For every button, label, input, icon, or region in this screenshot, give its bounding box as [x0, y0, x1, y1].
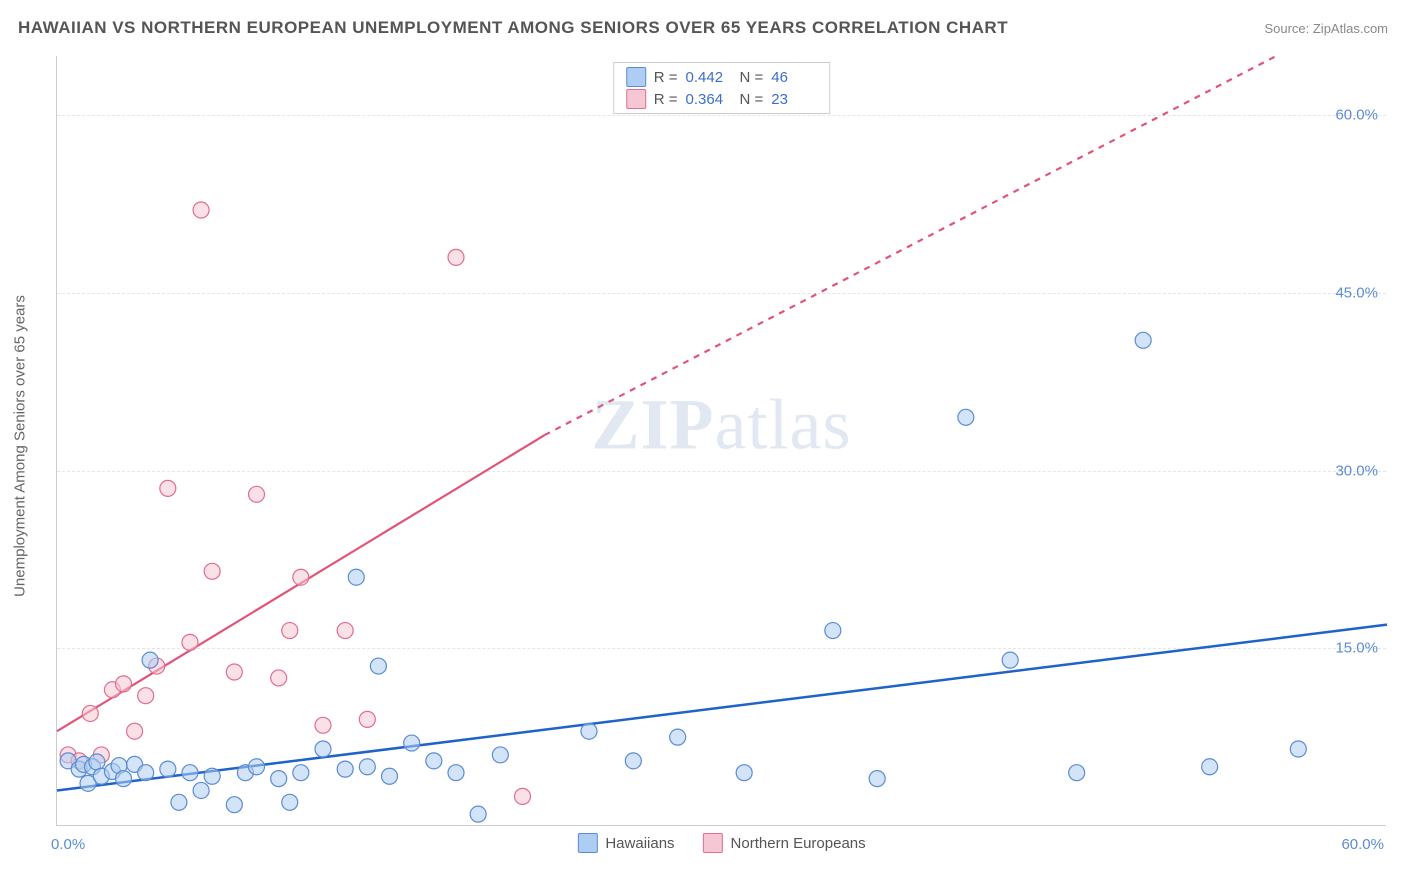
data-point — [625, 753, 641, 769]
data-point — [116, 676, 132, 692]
data-point — [182, 765, 198, 781]
data-point — [171, 794, 187, 810]
data-point — [271, 771, 287, 787]
data-point — [869, 771, 885, 787]
x-tick-min: 0.0% — [51, 836, 85, 853]
data-point — [426, 753, 442, 769]
x-tick-max: 60.0% — [1341, 836, 1384, 853]
scatter-plot — [57, 56, 1386, 825]
data-point — [193, 782, 209, 798]
data-point — [382, 768, 398, 784]
data-point — [958, 409, 974, 425]
y-axis-label: Unemployment Among Seniors over 65 years — [12, 295, 29, 597]
data-point — [271, 670, 287, 686]
data-point — [89, 754, 105, 770]
data-point — [204, 768, 220, 784]
data-point — [736, 765, 752, 781]
data-point — [282, 794, 298, 810]
data-point — [116, 771, 132, 787]
swatch-icon — [626, 89, 646, 109]
data-point — [492, 747, 508, 763]
data-point — [404, 735, 420, 751]
data-point — [470, 806, 486, 822]
data-point — [515, 788, 531, 804]
data-point — [337, 761, 353, 777]
data-point — [249, 486, 265, 502]
data-point — [138, 765, 154, 781]
swatch-icon — [703, 833, 723, 853]
source-credit: Source: ZipAtlas.com — [1264, 21, 1388, 36]
data-point — [448, 765, 464, 781]
data-point — [182, 634, 198, 650]
data-point — [825, 623, 841, 639]
swatch-icon — [577, 833, 597, 853]
data-point — [581, 723, 597, 739]
data-point — [160, 761, 176, 777]
data-point — [127, 723, 143, 739]
data-point — [282, 623, 298, 639]
data-point — [315, 717, 331, 733]
data-point — [448, 249, 464, 265]
data-point — [249, 759, 265, 775]
legend-row-northern-europeans: R = 0.364 N = 23 — [626, 89, 818, 109]
legend-row-hawaiians: R = 0.442 N = 46 — [626, 67, 818, 87]
data-point — [348, 569, 364, 585]
data-point — [138, 688, 154, 704]
data-point — [1135, 332, 1151, 348]
series-legend: Hawaiians Northern Europeans — [577, 833, 865, 853]
data-point — [359, 759, 375, 775]
data-point — [204, 563, 220, 579]
data-point — [193, 202, 209, 218]
plot-area: 15.0%30.0%45.0%60.0% ZIPatlas R = 0.442 … — [56, 56, 1386, 826]
data-point — [293, 765, 309, 781]
legend-item-northern-europeans: Northern Europeans — [703, 833, 866, 853]
data-point — [670, 729, 686, 745]
legend-item-hawaiians: Hawaiians — [577, 833, 674, 853]
data-point — [82, 705, 98, 721]
data-point — [1202, 759, 1218, 775]
chart-title: HAWAIIAN VS NORTHERN EUROPEAN UNEMPLOYME… — [18, 18, 1008, 38]
data-point — [226, 664, 242, 680]
data-point — [226, 797, 242, 813]
data-point — [1002, 652, 1018, 668]
data-point — [1290, 741, 1306, 757]
data-point — [359, 711, 375, 727]
swatch-icon — [626, 67, 646, 87]
title-bar: HAWAIIAN VS NORTHERN EUROPEAN UNEMPLOYME… — [18, 18, 1388, 38]
data-point — [142, 652, 158, 668]
data-point — [293, 569, 309, 585]
correlation-legend: R = 0.442 N = 46 R = 0.364 N = 23 — [613, 62, 831, 114]
data-point — [315, 741, 331, 757]
data-point — [337, 623, 353, 639]
data-point — [1069, 765, 1085, 781]
data-point — [160, 480, 176, 496]
data-point — [370, 658, 386, 674]
